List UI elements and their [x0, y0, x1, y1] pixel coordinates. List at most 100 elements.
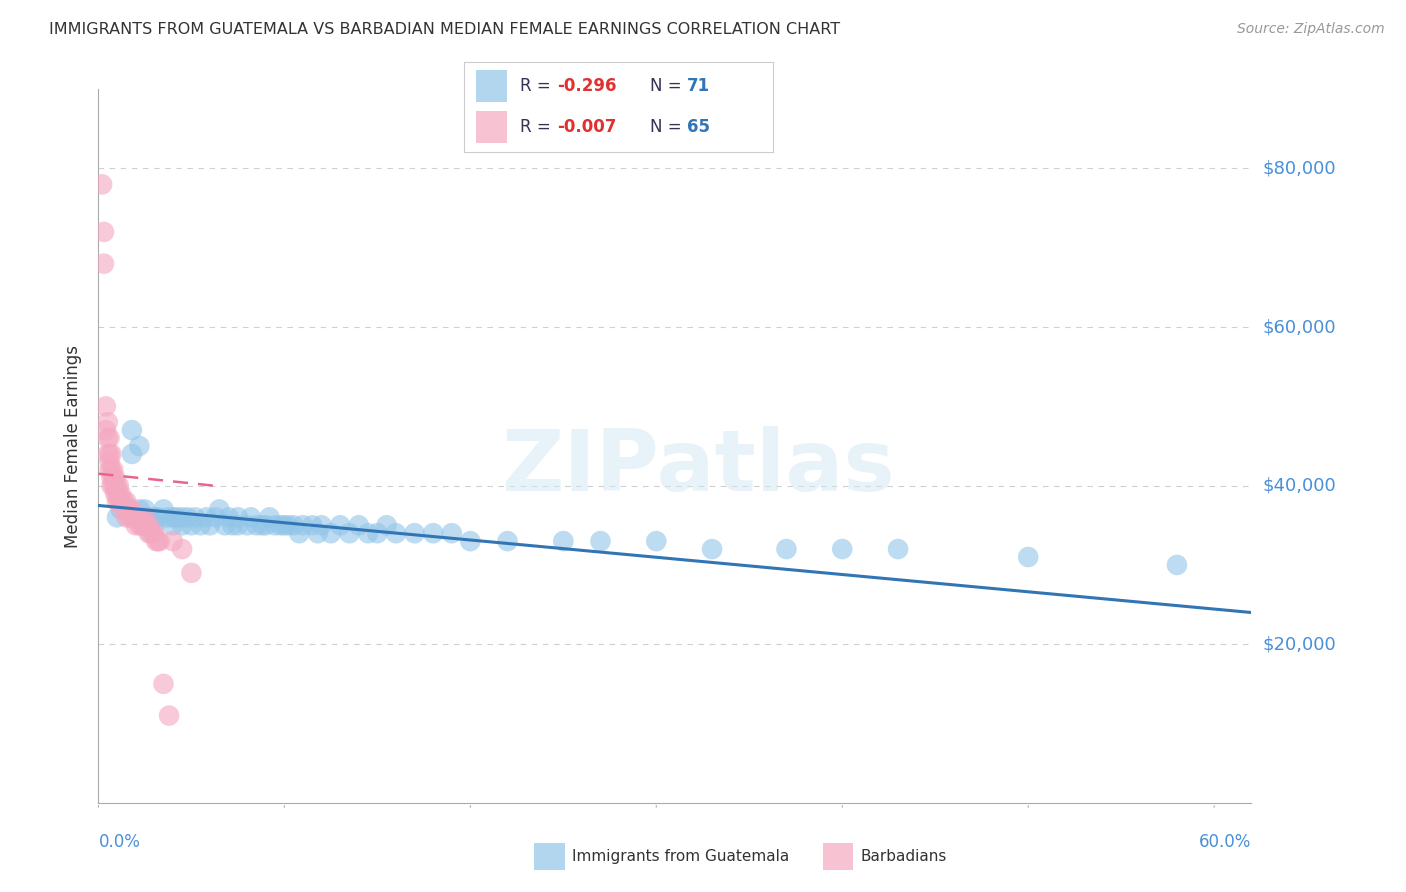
Point: [108, 486, 131, 500]
Point: [190, 518, 212, 533]
Point: [98, 447, 121, 461]
Point: [103, 478, 125, 492]
Point: [143, 518, 166, 533]
Text: -0.296: -0.296: [557, 77, 616, 95]
Text: 0.0%: 0.0%: [98, 833, 141, 851]
Point: [118, 510, 141, 524]
Point: [1017, 549, 1039, 564]
Point: [460, 534, 482, 549]
Point: [184, 510, 207, 524]
Point: [301, 518, 323, 533]
Point: [129, 518, 152, 533]
Point: [143, 526, 166, 541]
Point: [775, 542, 797, 557]
Text: $60,000: $60,000: [1263, 318, 1336, 336]
Point: [329, 518, 352, 533]
Point: [311, 518, 333, 533]
Text: 71: 71: [686, 77, 710, 95]
Point: [236, 518, 259, 533]
Point: [700, 542, 723, 557]
Point: [319, 526, 342, 541]
Point: [180, 566, 202, 580]
Text: Immigrants from Guatemala: Immigrants from Guatemala: [572, 849, 790, 863]
Point: [118, 502, 141, 516]
Point: [288, 526, 311, 541]
Point: [117, 502, 139, 516]
Point: [138, 526, 160, 541]
Text: N =: N =: [650, 118, 686, 136]
Point: [239, 510, 262, 524]
Point: [124, 510, 146, 524]
Text: Source: ZipAtlas.com: Source: ZipAtlas.com: [1237, 22, 1385, 37]
Point: [208, 502, 231, 516]
Point: [198, 518, 221, 533]
Point: [93, 257, 115, 271]
Point: [553, 534, 575, 549]
Point: [91, 178, 114, 192]
Point: [162, 534, 184, 549]
Point: [132, 518, 155, 533]
Point: [404, 526, 426, 541]
Point: [100, 447, 122, 461]
Point: [124, 510, 146, 524]
Point: [176, 510, 198, 524]
Point: [127, 510, 149, 524]
Point: [94, 400, 117, 414]
Point: [221, 518, 243, 533]
Point: [105, 510, 128, 524]
Point: [149, 534, 172, 549]
Point: [139, 526, 162, 541]
Point: [143, 510, 166, 524]
Point: [124, 518, 146, 533]
Point: [100, 463, 122, 477]
Point: [339, 526, 361, 541]
Point: [104, 471, 127, 485]
Point: [121, 502, 143, 516]
Point: [110, 486, 132, 500]
Point: [357, 526, 380, 541]
Point: [100, 478, 122, 492]
Bar: [477, 111, 508, 143]
Point: [104, 486, 127, 500]
Point: [111, 494, 134, 508]
Point: [831, 542, 853, 557]
Point: [366, 526, 388, 541]
Point: [496, 534, 519, 549]
Point: [94, 423, 117, 437]
Point: [422, 526, 444, 541]
Point: [100, 471, 122, 485]
Text: 65: 65: [686, 118, 710, 136]
Point: [589, 534, 612, 549]
Point: [180, 518, 202, 533]
Point: [105, 478, 128, 492]
Point: [146, 510, 169, 524]
Point: [114, 494, 136, 508]
Point: [138, 510, 160, 524]
Point: [115, 510, 138, 524]
Point: [104, 478, 127, 492]
Point: [645, 534, 668, 549]
Text: 60.0%: 60.0%: [1199, 833, 1251, 851]
Point: [128, 439, 150, 453]
Point: [245, 518, 267, 533]
Point: [110, 494, 132, 508]
Point: [152, 502, 174, 516]
Point: [214, 518, 236, 533]
Text: R =: R =: [520, 118, 555, 136]
Point: [146, 534, 169, 549]
Point: [172, 518, 194, 533]
Point: [226, 518, 249, 533]
Point: [138, 518, 160, 533]
Point: [103, 471, 125, 485]
Point: [121, 423, 143, 437]
Point: [121, 447, 143, 461]
Point: [134, 510, 156, 524]
Point: [259, 510, 281, 524]
Point: [110, 502, 132, 516]
Point: [887, 542, 910, 557]
Point: [347, 518, 370, 533]
Point: [226, 510, 249, 524]
Point: [307, 526, 329, 541]
Point: [440, 526, 463, 541]
Point: [218, 510, 240, 524]
